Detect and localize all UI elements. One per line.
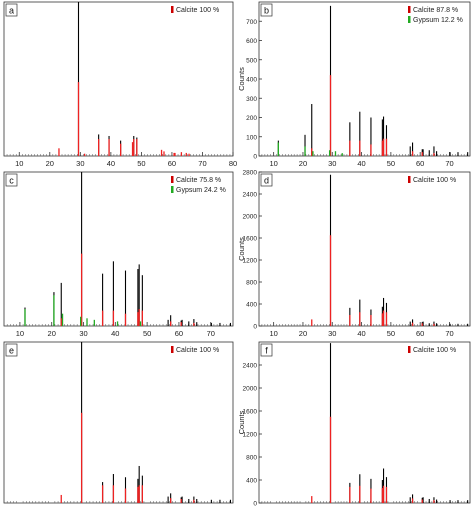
x-tick-label: 40 [357,159,365,168]
x-tick-label: 50 [387,159,395,168]
y-tick-label: 300 [246,96,257,103]
x-tick-label: 10 [269,329,277,338]
panel-label: d [264,176,269,186]
panel-label: b [264,6,269,16]
legend-swatch [408,16,411,23]
x-tick-label: 70 [198,159,206,168]
panel-label-box [260,3,273,17]
x-tick-label: 70 [207,329,215,338]
x-tick-label: 70 [445,159,453,168]
x-tick-label: 70 [445,329,453,338]
legend-entry: Calcite 100 % [413,177,456,184]
panel-label: a [9,6,14,16]
y-tick-label: 800 [246,280,257,287]
plot-frame [258,341,471,504]
x-tick-label: 20 [299,329,307,338]
x-tick-label: 10 [15,159,23,168]
y-tick-label: 800 [246,455,257,462]
x-tick-label: 30 [328,329,336,338]
panel-label-box [260,343,273,357]
y-tick-label: 500 [246,57,257,64]
legend-swatch [171,186,174,193]
y-tick-label: 400 [246,302,257,309]
panel-label: c [9,176,14,186]
x-tick-label: 30 [79,329,87,338]
plot-frame [3,341,234,504]
legend-entry: Calcite 100 % [176,7,219,14]
x-tick-label: 40 [357,329,365,338]
x-tick-label: 10 [269,159,277,168]
y-tick-label: 0 [253,501,257,508]
y-tick-label: 0 [253,324,257,331]
chart-panel-e: e Calcite 100 % [3,341,234,504]
panel-label-box [5,173,18,187]
x-tick-label: 40 [107,159,115,168]
legend-swatch [171,176,174,183]
y-axis-label: Counts [237,67,246,91]
legend-entry: Calcite 87.8 % [413,7,458,14]
legend-entry: Calcite 100 % [176,347,219,354]
y-tick-label: 400 [246,77,257,84]
x-tick-label: 60 [416,159,424,168]
legend-swatch [171,6,174,13]
y-tick-label: 200 [246,115,257,122]
chart-panel-b: 10 20 30 40 50 60 700100200300400500600700Coun… [237,1,471,168]
y-tick-label: 2400 [243,363,258,370]
x-tick-label: 60 [416,329,424,338]
y-tick-label: 2800 [243,170,258,177]
x-tick-label: 60 [175,329,183,338]
chart-panel-a: 10 20 30 40 50 60 70 80 a Calcite 100 % [3,1,237,168]
y-tick-label: 400 [246,478,257,485]
x-tick-label: 30 [328,159,336,168]
chart-panel-f: 0 400 800 1200 1600 2000 2400 Counts f Calcite 10… [237,341,471,508]
panel-label-box [5,3,18,17]
panel-label-box [260,173,273,187]
chart-panel-d: 10 20 30 40 50 60 70 0 400 800 1200 1600 2000 2400 280… [237,170,471,338]
x-tick-label: 30 [76,159,84,168]
y-axis-label: Counts [237,237,246,261]
chart-panel-c: 10 20 30 40 50 60 70 c Calcite 75.8 % Gypsum 24.2… [3,171,234,338]
panel-label-box [5,343,18,357]
x-tick-label: 10 [16,329,24,338]
y-tick-label: 600 [246,38,257,45]
legend-swatch [408,346,411,353]
x-tick-label: 80 [229,159,237,168]
plot-frame [258,1,471,157]
legend-swatch [408,6,411,13]
x-tick-label: 50 [137,159,145,168]
legend-entry: Calcite 100 % [413,347,456,354]
plot-frame [3,171,234,327]
y-tick-label: 2000 [243,214,258,221]
legend-entry: Gypsum 24.2 % [176,187,226,194]
x-tick-label: 50 [143,329,151,338]
x-tick-label: 60 [168,159,176,168]
y-tick-label: 1200 [243,258,258,265]
legend-entry: Gypsum 12.2 % [413,17,463,24]
y-tick-label: 0 [253,154,257,161]
panel-label: e [9,346,14,356]
y-tick-label: 1600 [243,236,258,243]
y-tick-label: 100 [246,134,257,141]
y-axis-label: Counts [237,410,246,434]
legend-entry: Calcite 75.8 % [176,177,221,184]
panel-label: f [265,346,268,356]
x-tick-label: 20 [46,159,54,168]
y-tick-label: 2000 [243,386,258,393]
plot-frame [258,171,471,327]
y-tick-label: 1200 [243,432,258,439]
legend-swatch [171,346,174,353]
legend-swatch [408,176,411,183]
x-tick-label: 40 [111,329,119,338]
y-tick-label: 2400 [243,192,258,199]
x-tick-label: 20 [48,329,56,338]
x-tick-label: 20 [299,159,307,168]
x-tick-label: 50 [387,329,395,338]
y-tick-label: 1600 [243,409,258,416]
plot-frame [3,1,234,157]
y-tick-label: 700 [246,19,257,26]
